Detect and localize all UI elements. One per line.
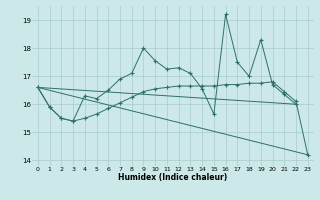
X-axis label: Humidex (Indice chaleur): Humidex (Indice chaleur) <box>118 173 228 182</box>
